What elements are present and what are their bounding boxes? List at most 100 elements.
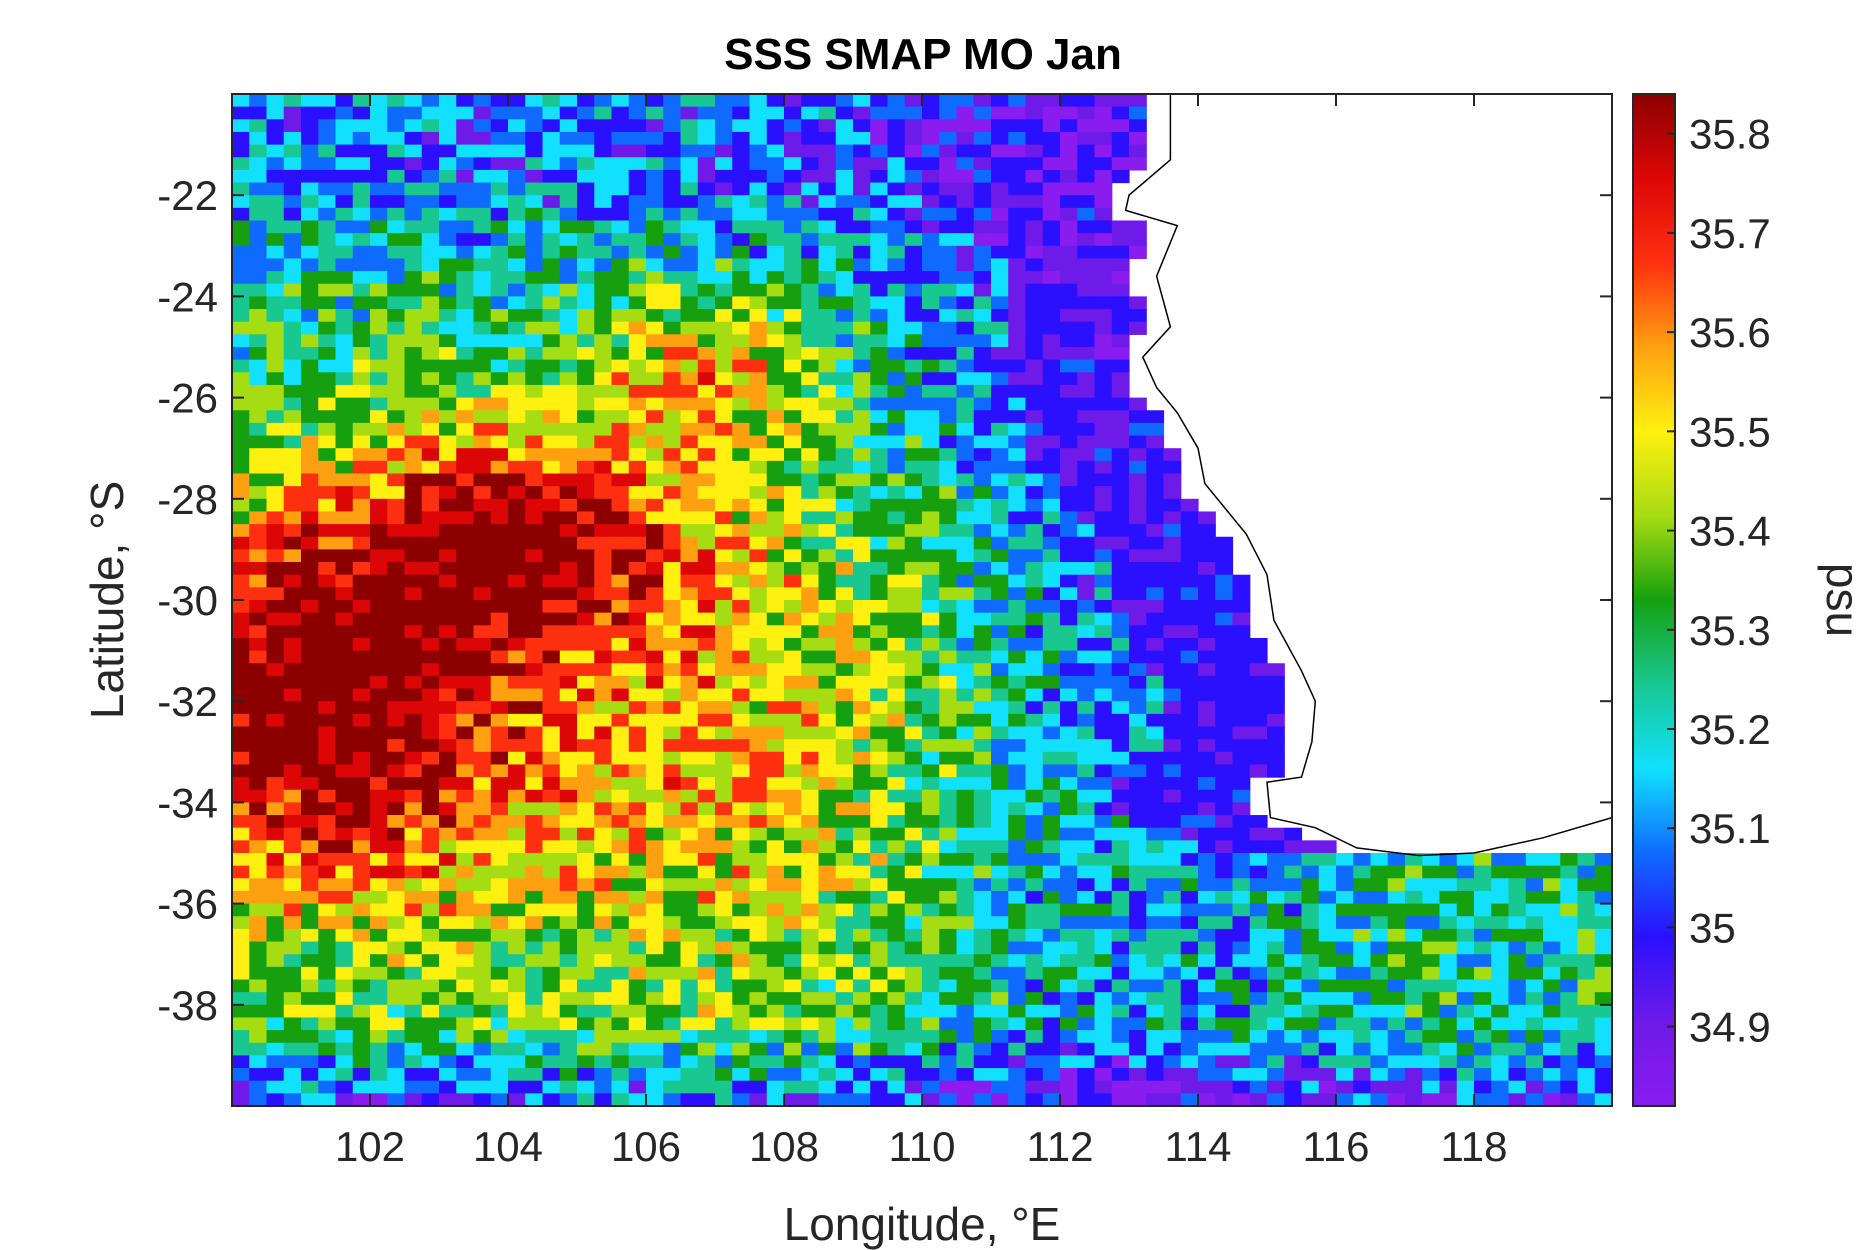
heatmap-cell	[559, 283, 578, 297]
heatmap-cell	[439, 397, 457, 411]
heatmap-cell	[1094, 460, 1113, 475]
heatmap-cell	[835, 600, 854, 614]
heatmap-cell	[904, 853, 923, 867]
heatmap-cell	[1215, 865, 1234, 879]
heatmap-cell	[1543, 928, 1561, 943]
heatmap-cell	[370, 1093, 388, 1107]
heatmap-cell	[318, 701, 337, 715]
heatmap-cell	[404, 258, 423, 272]
heatmap-cell	[352, 422, 371, 437]
heatmap-cell	[439, 764, 457, 778]
heatmap-cell	[232, 916, 250, 930]
heatmap-cell	[1439, 890, 1458, 905]
heatmap-cell	[370, 106, 388, 120]
heatmap-cell	[1094, 536, 1113, 550]
heatmap-cell	[1180, 751, 1199, 766]
heatmap-cell	[352, 549, 371, 563]
heatmap-cell	[473, 726, 492, 740]
heatmap-cell	[732, 675, 751, 690]
heatmap-cell	[818, 410, 837, 424]
heatmap-cell	[646, 928, 664, 943]
heatmap-cell	[628, 271, 647, 285]
heatmap-cell	[421, 106, 440, 120]
heatmap-cell	[577, 802, 595, 816]
heatmap-cell	[956, 359, 975, 373]
heatmap-cell	[732, 460, 751, 475]
heatmap-cell	[887, 359, 906, 373]
heatmap-cell	[887, 119, 906, 133]
heatmap-cell	[1077, 397, 1096, 411]
heatmap-cell	[508, 574, 526, 588]
heatmap-cell	[1077, 245, 1096, 260]
heatmap-cell	[991, 688, 1009, 702]
heatmap-cell	[611, 334, 630, 348]
heatmap-cell	[766, 106, 785, 120]
heatmap-cell	[1198, 562, 1216, 576]
heatmap-cell	[1060, 359, 1078, 373]
heatmap-cell	[1232, 574, 1251, 588]
heatmap-cell	[404, 903, 423, 917]
heatmap-cell	[301, 587, 319, 601]
heatmap-cell	[508, 473, 526, 487]
heatmap-cell	[646, 878, 664, 892]
heatmap-cell	[456, 954, 475, 968]
heatmap-cell	[922, 992, 940, 1006]
heatmap-cell	[663, 131, 682, 146]
heatmap-cell	[1042, 764, 1061, 778]
heatmap-cell	[559, 410, 578, 424]
heatmap-cell	[525, 789, 544, 803]
heatmap-cell	[1060, 853, 1078, 867]
heatmap-cell	[335, 890, 354, 905]
x-tick-label: 112	[1027, 1123, 1094, 1170]
heatmap-cell	[249, 701, 268, 715]
heatmap-cell	[473, 827, 492, 841]
heatmap-cell	[611, 473, 630, 487]
heatmap-cell	[646, 688, 664, 702]
heatmap-cell	[991, 600, 1009, 614]
heatmap-cell	[1111, 536, 1130, 550]
heatmap-cell	[456, 726, 475, 740]
heatmap-cell	[1042, 612, 1061, 626]
heatmap-cell	[766, 979, 785, 993]
heatmap-cell	[646, 397, 664, 411]
heatmap-cell	[525, 1030, 544, 1044]
heatmap-cell	[1008, 815, 1027, 829]
heatmap-cell	[352, 397, 371, 411]
heatmap-cell	[335, 1042, 354, 1056]
heatmap-cell	[1594, 1030, 1613, 1044]
heatmap-cell	[473, 941, 492, 955]
heatmap-cell	[387, 448, 406, 462]
heatmap-cell	[1042, 1030, 1061, 1044]
heatmap-cell	[835, 713, 854, 728]
heatmap-cell	[628, 1042, 647, 1056]
heatmap-cell	[818, 334, 837, 348]
heatmap-cell	[1198, 1068, 1216, 1082]
heatmap-cell	[301, 764, 319, 778]
heatmap-cell	[904, 397, 923, 411]
heatmap-cell	[1439, 979, 1458, 993]
heatmap-cell	[784, 334, 802, 348]
heatmap-cell	[525, 245, 544, 260]
heatmap-cell	[1215, 1093, 1234, 1107]
heatmap-cell	[301, 511, 319, 525]
heatmap-cell	[542, 119, 561, 133]
heatmap-cell	[1025, 840, 1044, 854]
heatmap-cell	[1129, 562, 1147, 576]
heatmap-cell	[1249, 764, 1268, 778]
heatmap-cell	[1180, 600, 1199, 614]
heatmap-cell	[922, 334, 940, 348]
heatmap-cell	[939, 94, 958, 108]
heatmap-cell	[456, 296, 475, 310]
heatmap-cell	[801, 106, 820, 120]
heatmap-cell	[1129, 1017, 1147, 1031]
heatmap-cell	[370, 119, 388, 133]
heatmap-cell	[611, 220, 630, 234]
heatmap-cell	[1094, 966, 1113, 981]
heatmap-cell	[318, 853, 337, 867]
heatmap-cell	[1094, 321, 1113, 335]
heatmap-cell	[611, 321, 630, 335]
heatmap-cell	[1042, 119, 1061, 133]
heatmap-cell	[1336, 878, 1354, 892]
heatmap-cell	[732, 612, 751, 626]
heatmap-cell	[1094, 1093, 1113, 1107]
